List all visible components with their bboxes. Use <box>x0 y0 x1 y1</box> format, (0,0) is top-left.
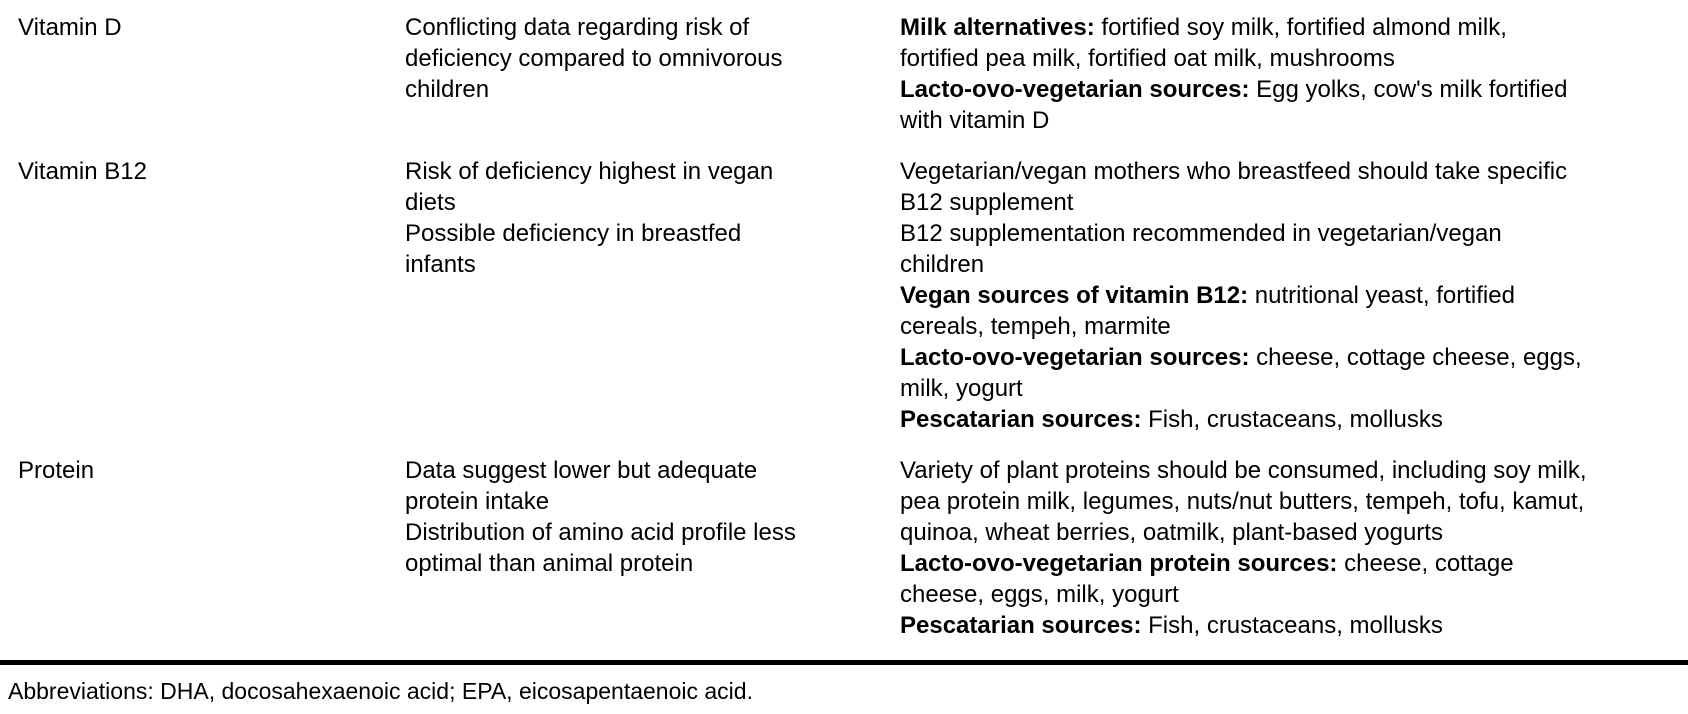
source-text: Lacto-ovo-vegetarian protein sources: ch… <box>900 550 1514 608</box>
table-row-protein: Protein Data suggest lower but adequate p… <box>18 455 1688 641</box>
source-text: B12 supplementation recommended in veget… <box>900 220 1502 278</box>
source-text: Vegetarian/vegan mothers who breastfeed … <box>900 158 1568 216</box>
risk-text: Risk of deficiency highest in vegan diet… <box>405 158 774 216</box>
source-category-label: Lacto-ovo-vegetarian sources: <box>900 344 1250 371</box>
table-body: Vitamin D Conflicting data regarding risk… <box>0 12 1688 641</box>
abbreviations-footnote: Abbreviations: DHA, docosahexaenoic acid… <box>8 678 753 704</box>
source-category-label: Lacto-ovo-vegetarian sources: <box>900 76 1250 103</box>
source-category-label: Lacto-ovo-vegetarian protein sources: <box>900 550 1338 577</box>
sources-cell: Vegetarian/vegan mothers who breastfeed … <box>900 156 1592 435</box>
source-category-label: Pescatarian sources: <box>900 406 1142 433</box>
risk-text: Possible deficiency in breastfed infants <box>405 220 742 278</box>
sources-cell: Variety of plant proteins should be cons… <box>900 455 1592 641</box>
risk-text: Data suggest lower but adequate protein … <box>405 457 758 515</box>
table-row-vitamin-b12: Vitamin B12 Risk of deficiency highest in… <box>18 156 1688 435</box>
sources-cell: Milk alternatives: fortified soy milk, f… <box>900 12 1592 136</box>
nutrient-name: Vitamin D <box>18 14 122 41</box>
source-text: Pescatarian sources: Fish, crustaceans, … <box>900 406 1443 433</box>
table-row-vitamin-d: Vitamin D Conflicting data regarding risk… <box>18 12 1688 136</box>
source-text: Lacto-ovo-vegetarian sources: cheese, co… <box>900 344 1582 402</box>
risk-text: Distribution of amino acid profile less … <box>405 519 796 577</box>
source-text: Lacto-ovo-vegetarian sources: Egg yolks,… <box>900 76 1568 134</box>
nutrient-name: Vitamin B12 <box>18 158 147 185</box>
source-text: Milk alternatives: fortified soy milk, f… <box>900 14 1507 72</box>
risk-cell: Data suggest lower but adequate protein … <box>405 455 900 579</box>
source-category-label: Milk alternatives: <box>900 14 1095 41</box>
nutrient-name: Protein <box>18 457 95 484</box>
source-text: Variety of plant proteins should be cons… <box>900 457 1587 546</box>
table-bottom-rule <box>0 660 1688 665</box>
risk-text: Conflicting data regarding risk of defic… <box>405 14 783 103</box>
risk-cell: Conflicting data regarding risk of defic… <box>405 12 900 105</box>
source-text: Vegan sources of vitamin B12: nutritiona… <box>900 282 1515 340</box>
source-category-label: Vegan sources of vitamin B12: <box>900 282 1249 309</box>
risk-cell: Risk of deficiency highest in vegan diet… <box>405 156 900 280</box>
source-text: Pescatarian sources: Fish, crustaceans, … <box>900 612 1443 639</box>
source-category-label: Pescatarian sources: <box>900 612 1142 639</box>
